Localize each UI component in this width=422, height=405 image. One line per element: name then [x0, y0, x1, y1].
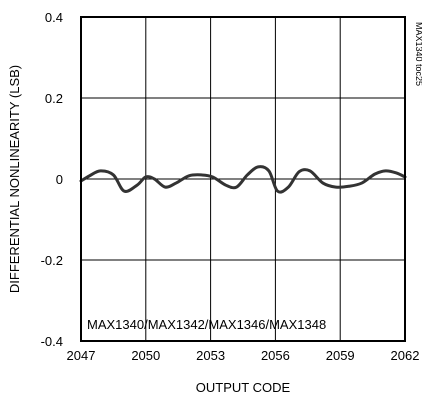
chart-annotation: MAX1340/MAX1342/MAX1346/MAX1348	[87, 317, 326, 332]
data-layer	[79, 165, 407, 194]
x-tick-label: 2062	[391, 348, 420, 363]
y-tick-label: 0.4	[45, 10, 63, 25]
tick-labels: 2047 2050 2053 2056 2059 2062 0.4 0.2 0 -0.2 -0.4	[41, 10, 420, 363]
x-tick-label: 2053	[196, 348, 225, 363]
y-tick-label: 0	[56, 172, 63, 187]
x-axis-title: OUTPUT CODE	[196, 380, 291, 395]
x-tick-label: 2059	[326, 348, 355, 363]
plot-frame	[80, 16, 406, 342]
figure-id-label: MAX1340 toc25	[414, 22, 422, 86]
y-tick-label: 0.2	[45, 91, 63, 106]
dnl-series-line	[79, 165, 407, 194]
y-tick-label: -0.2	[41, 253, 63, 268]
y-axis-title: DIFFERENTIAL NONLINEARITY (LSB)	[7, 65, 22, 293]
y-tick-label: -0.4	[41, 334, 63, 349]
x-tick-label: 2047	[67, 348, 96, 363]
x-tick-label: 2056	[261, 348, 290, 363]
x-tick-label: 2050	[131, 348, 160, 363]
